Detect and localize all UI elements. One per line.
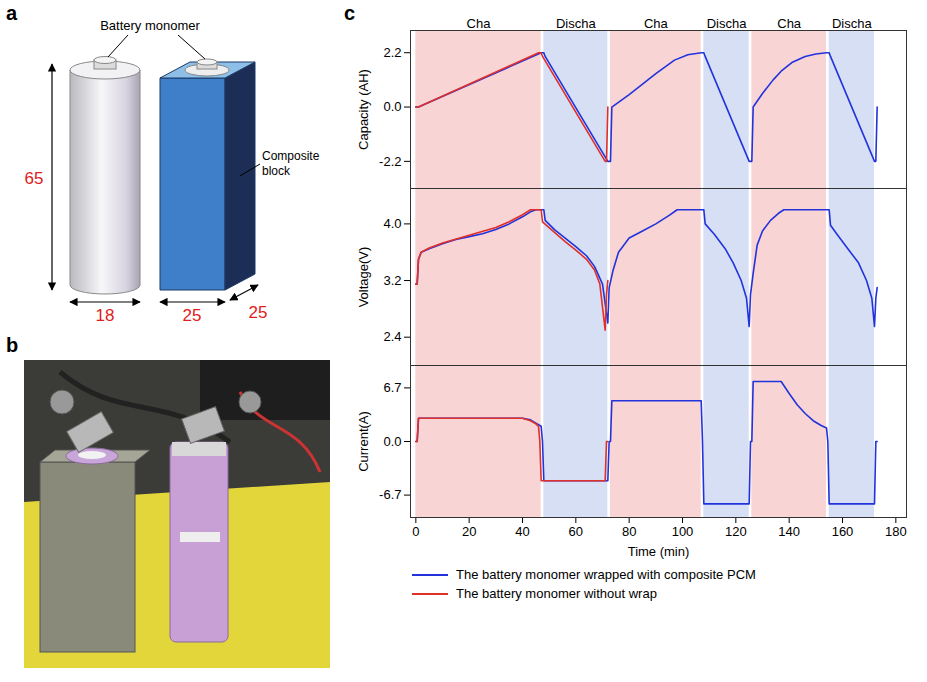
svg-text:65: 65	[25, 169, 44, 188]
svg-text:-6.7: -6.7	[379, 487, 401, 502]
svg-text:Current(A): Current(A)	[356, 411, 371, 472]
svg-text:Cha: Cha	[467, 16, 492, 31]
svg-text:Cha: Cha	[644, 16, 669, 31]
svg-text:Compositeblock: Compositeblock	[262, 149, 320, 178]
svg-text:60: 60	[569, 524, 583, 539]
svg-text:0.0: 0.0	[383, 434, 401, 449]
svg-text:120: 120	[725, 524, 747, 539]
svg-text:25: 25	[249, 303, 268, 322]
svg-text:-2.2: -2.2	[379, 154, 401, 169]
svg-text:3.2: 3.2	[383, 273, 401, 288]
svg-text:6.7: 6.7	[383, 380, 401, 395]
svg-text:20: 20	[462, 524, 476, 539]
svg-text:Battery monomer: Battery monomer	[100, 18, 200, 33]
html-text:c: c	[344, 2, 356, 24]
svg-text:Discha: Discha	[556, 16, 597, 31]
svg-text:18: 18	[96, 306, 115, 325]
svg-text:b: b	[6, 334, 18, 356]
svg-text:Time (min): Time (min)	[628, 544, 690, 559]
svg-text:80: 80	[622, 524, 636, 539]
svg-text:Voltage(V): Voltage(V)	[356, 247, 371, 308]
svg-text:100: 100	[672, 524, 694, 539]
svg-text:Capacity (AH): Capacity (AH)	[356, 69, 371, 150]
svg-text:Discha: Discha	[832, 16, 873, 31]
svg-text:Discha: Discha	[707, 16, 748, 31]
svg-text:160: 160	[832, 524, 854, 539]
svg-text:2.2: 2.2	[383, 45, 401, 60]
svg-text:25: 25	[183, 306, 202, 325]
svg-text:180: 180	[885, 524, 907, 539]
svg-text:0: 0	[412, 524, 419, 539]
svg-text:40: 40	[515, 524, 529, 539]
svg-text:Cha: Cha	[777, 16, 802, 31]
svg-text:4.0: 4.0	[383, 216, 401, 231]
svg-text:0.0: 0.0	[383, 99, 401, 114]
svg-text:140: 140	[778, 524, 800, 539]
svg-text:2.4: 2.4	[383, 329, 401, 344]
html-text:The battery monomer without wr: The battery monomer without wrap	[456, 586, 657, 601]
svg-text:a: a	[6, 2, 18, 24]
html-text:The battery monomer wrapped wi: The battery monomer wrapped with composi…	[456, 567, 756, 582]
